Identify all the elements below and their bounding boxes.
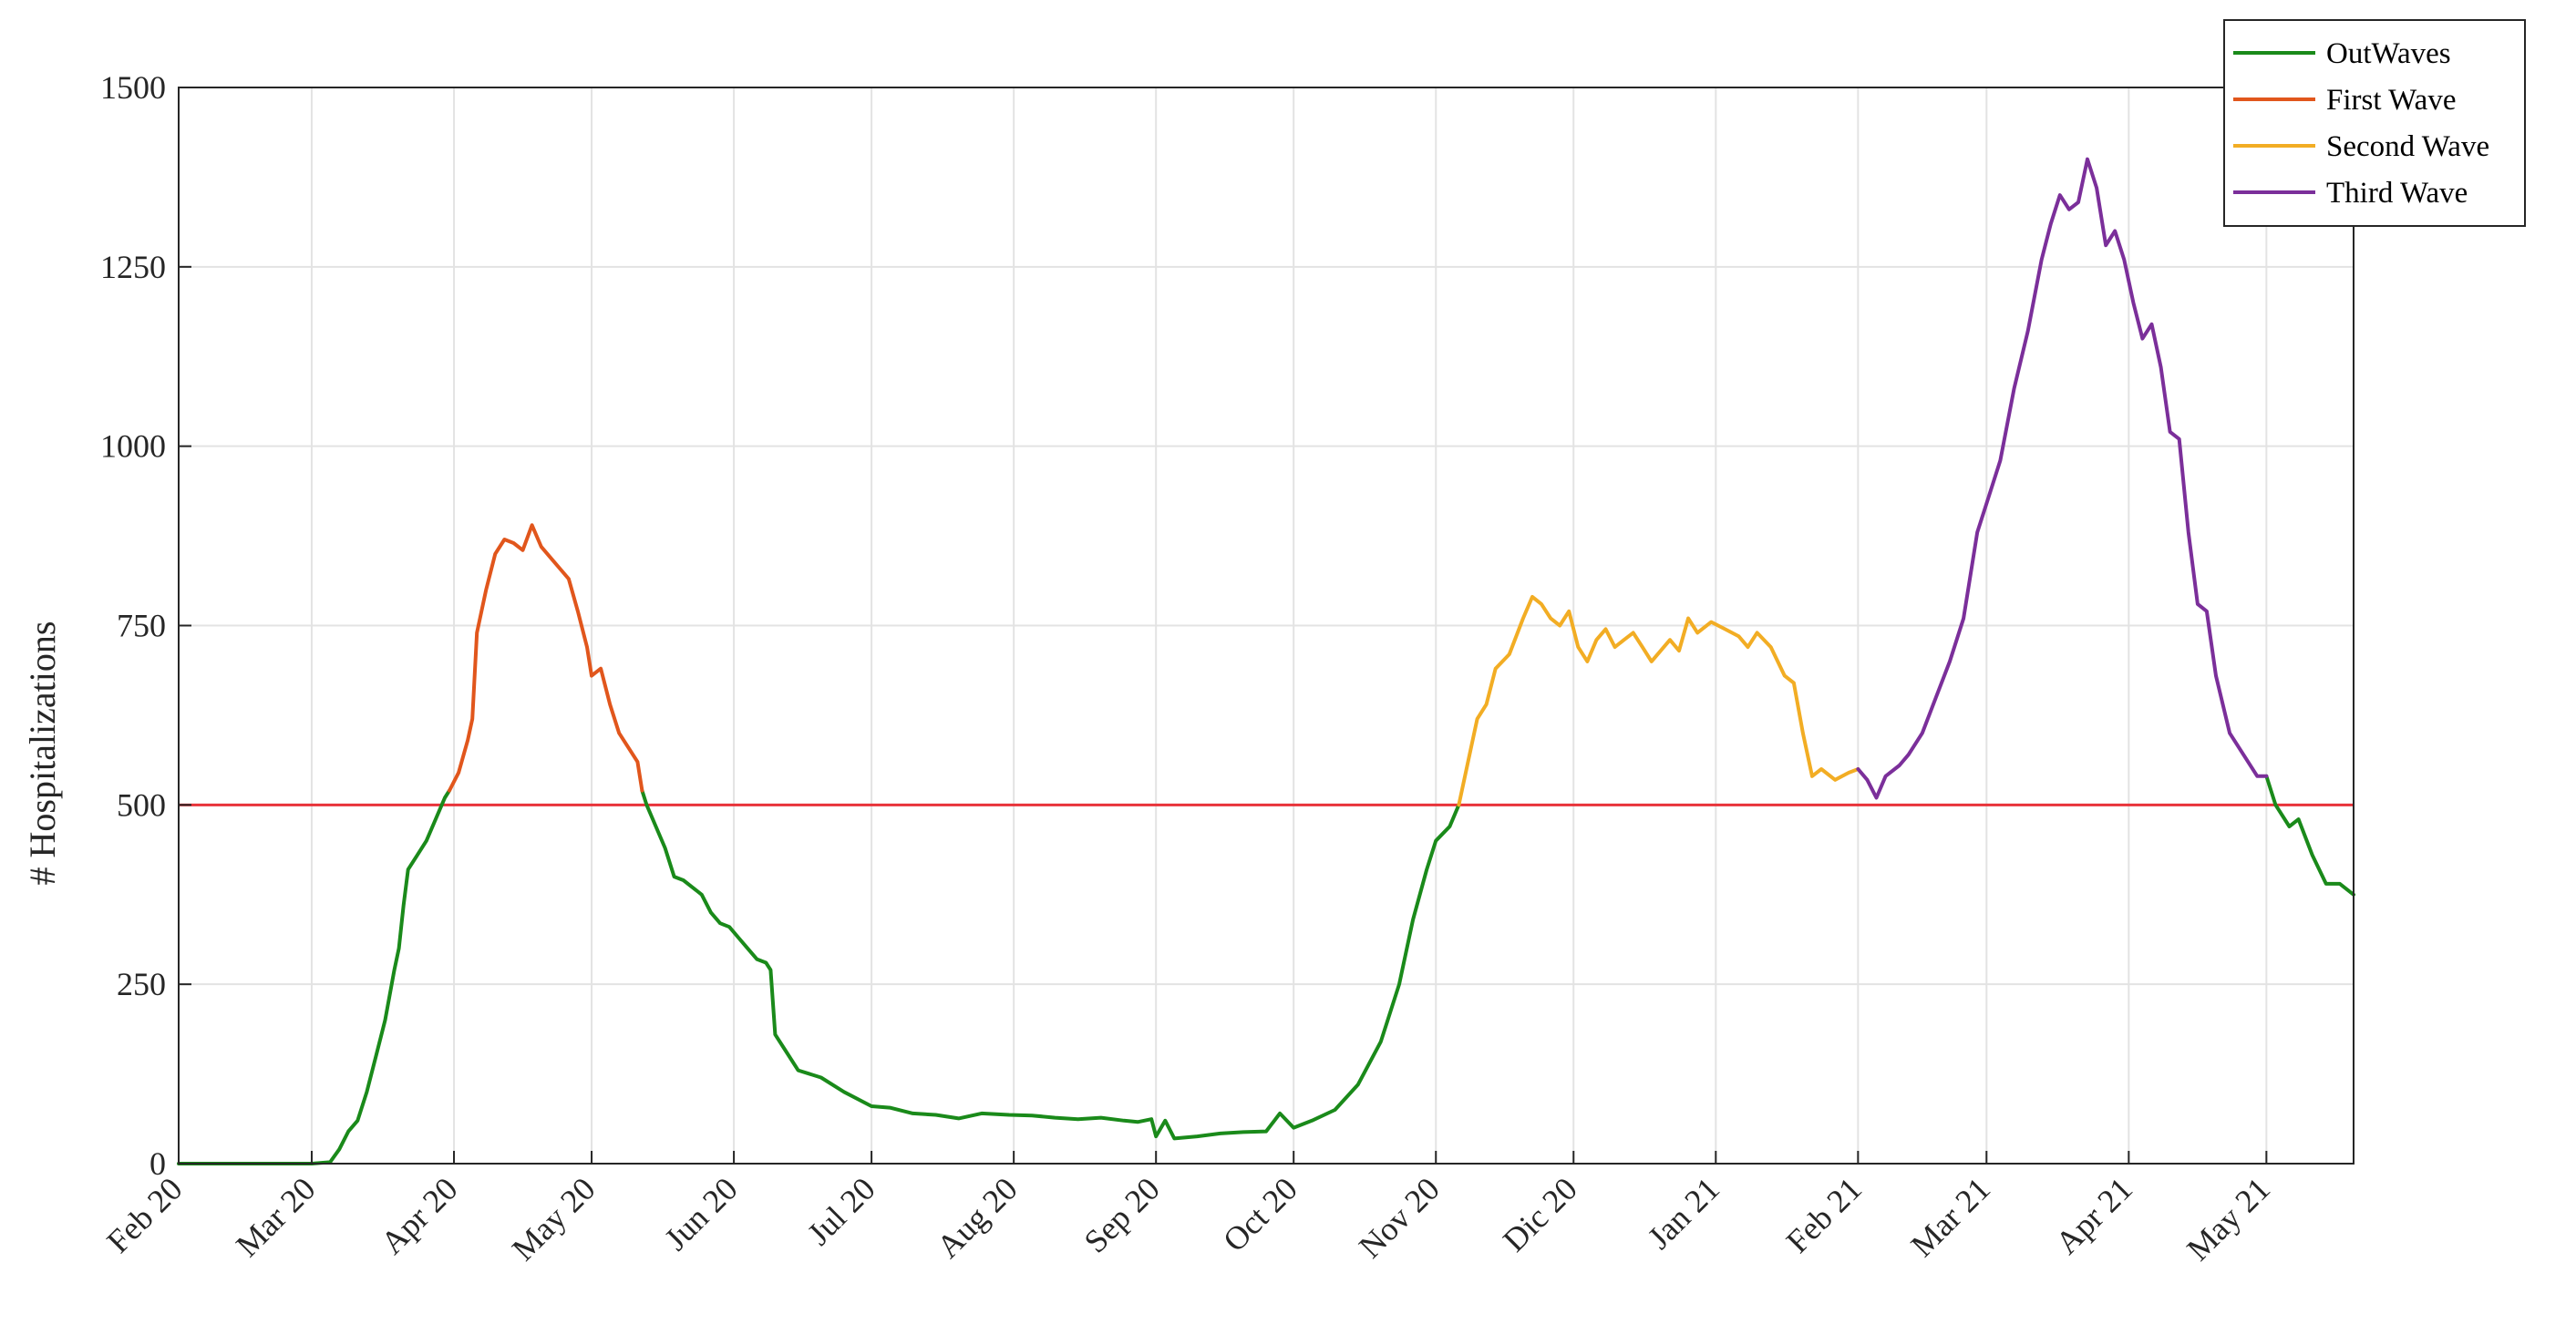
x-tick-labels: Feb 20 Mar 20 Apr 20 May 20 Jun 20 Jul 20 Aug … — [99, 1151, 2277, 1268]
legend-label-outwaves: OutWaves — [2326, 37, 2451, 70]
x-tick-label: Aug 20 — [930, 1170, 1025, 1265]
y-tick-label: 1000 — [100, 428, 166, 465]
grid-lines — [178, 87, 2354, 1165]
series-line-outwaves — [177, 788, 451, 1165]
legend-label-second-wave: Second Wave — [2326, 130, 2489, 163]
y-tick-label: 0 — [149, 1145, 166, 1182]
series-line-outwaves — [640, 788, 1461, 1141]
y-tick-label: 250 — [117, 966, 166, 1002]
series-line-first-wave — [448, 523, 644, 793]
x-tick-label: May 21 — [2179, 1170, 2277, 1268]
x-tick-label: Jan 21 — [1641, 1170, 1726, 1256]
x-tick-label: Jun 20 — [657, 1170, 744, 1257]
x-tick-label: Oct 20 — [1216, 1170, 1304, 1258]
y-tick-label: 1250 — [100, 249, 166, 285]
x-tick-label: Apr 20 — [374, 1170, 465, 1261]
x-tick-label: May 20 — [505, 1170, 603, 1268]
x-tick-label: Sep 20 — [1077, 1170, 1167, 1259]
legend-label-third-wave: Third Wave — [2326, 177, 2468, 210]
y-tick-labels: 0 250 500 750 1000 1250 1500 — [100, 69, 191, 1182]
x-tick-label: Feb 21 — [1779, 1170, 1869, 1259]
x-tick-label: Jul 20 — [800, 1170, 882, 1252]
y-axis-title: # Hospitalizations — [22, 621, 63, 886]
series-lines — [177, 157, 2355, 1165]
x-tick-label: Nov 20 — [1352, 1170, 1447, 1265]
series-line-third-wave — [1856, 157, 2269, 800]
x-tick-label: Apr 21 — [2048, 1170, 2139, 1261]
x-tick-label: Feb 20 — [99, 1170, 189, 1259]
x-tick-label: Mar 20 — [229, 1170, 323, 1264]
y-tick-label: 1500 — [100, 69, 166, 106]
y-tick-label: 500 — [117, 786, 166, 823]
legend-label-first-wave: First Wave — [2326, 84, 2456, 117]
x-tick-label: Dic 20 — [1496, 1170, 1584, 1258]
legend: OutWaves First Wave Second Wave Third Wave — [2223, 19, 2526, 227]
x-tick-label: Mar 21 — [1903, 1170, 1997, 1264]
series-line-second-wave — [1457, 595, 1860, 807]
series-line-outwaves — [2264, 774, 2355, 897]
y-tick-label: 750 — [117, 608, 166, 644]
